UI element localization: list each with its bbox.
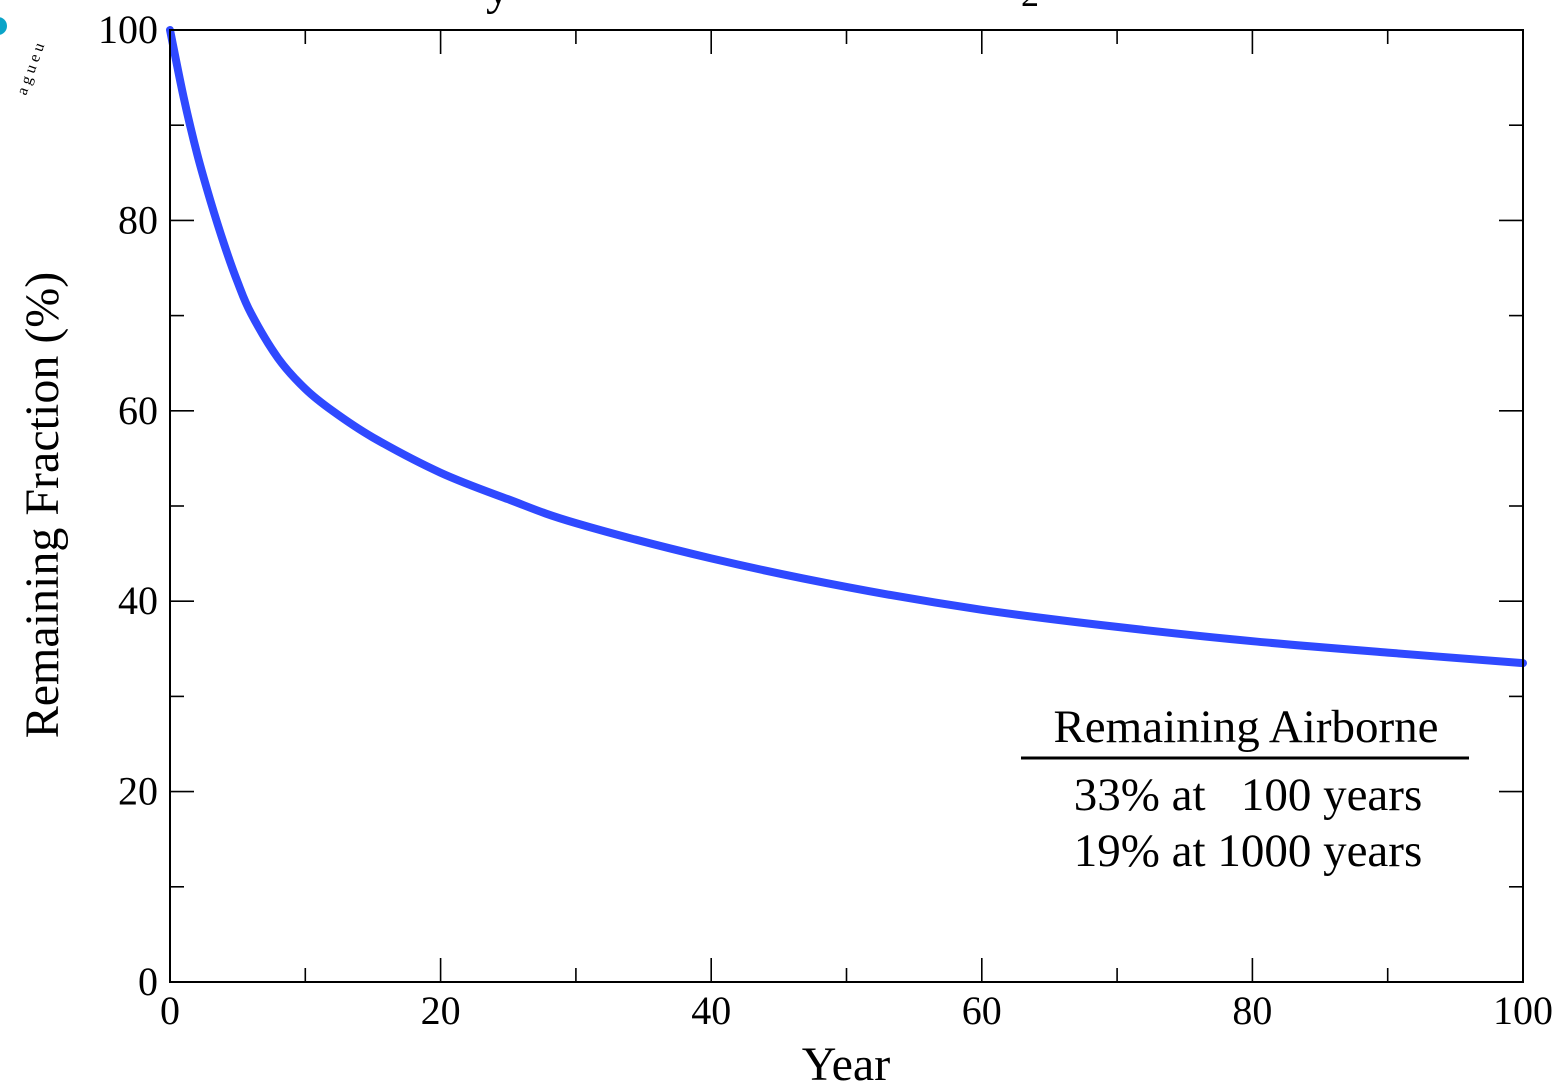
logo-mark [0,17,7,35]
plot-frame [169,29,1524,983]
y-tick-label: 0 [138,959,158,1004]
annotation-line-100-years: 33% at 100 years [1074,769,1422,821]
annotation-line-1000-years: 19% at 1000 years [1074,825,1422,877]
x-tick-label: 20 [421,988,461,1033]
x-tick-label: 40 [691,988,731,1033]
y-tick-label: 40 [118,578,158,623]
series-line-remaining-fraction [166,26,1527,668]
x-tick-label: 100 [1493,988,1553,1033]
y-axis-title: Remaining Fraction (%) [16,272,69,739]
y-tick-label: 100 [98,7,158,52]
axis-tick-labels: 0 20 40 60 80 100 0 20 40 60 80 100 [98,7,1553,1033]
y-tick-label: 20 [118,769,158,814]
x-axis-title: Year [802,1038,890,1084]
x-tick-label: 60 [962,988,1002,1033]
y-tick-label: 60 [118,388,158,433]
partial-title-glyph-1: y [486,0,510,15]
annotation-box: Remaining Airborne 33% at 100 years 19% … [1021,701,1469,877]
x-tick-label: 0 [160,988,180,1033]
y-tick-label: 80 [118,197,158,242]
partial-title-glyph-2: 2 [1021,0,1039,14]
annotation-heading: Remaining Airborne [1053,701,1438,753]
logo-text: a g u e u [14,41,49,98]
x-tick-label: 80 [1232,988,1272,1033]
logo: a g u e u [0,17,48,97]
